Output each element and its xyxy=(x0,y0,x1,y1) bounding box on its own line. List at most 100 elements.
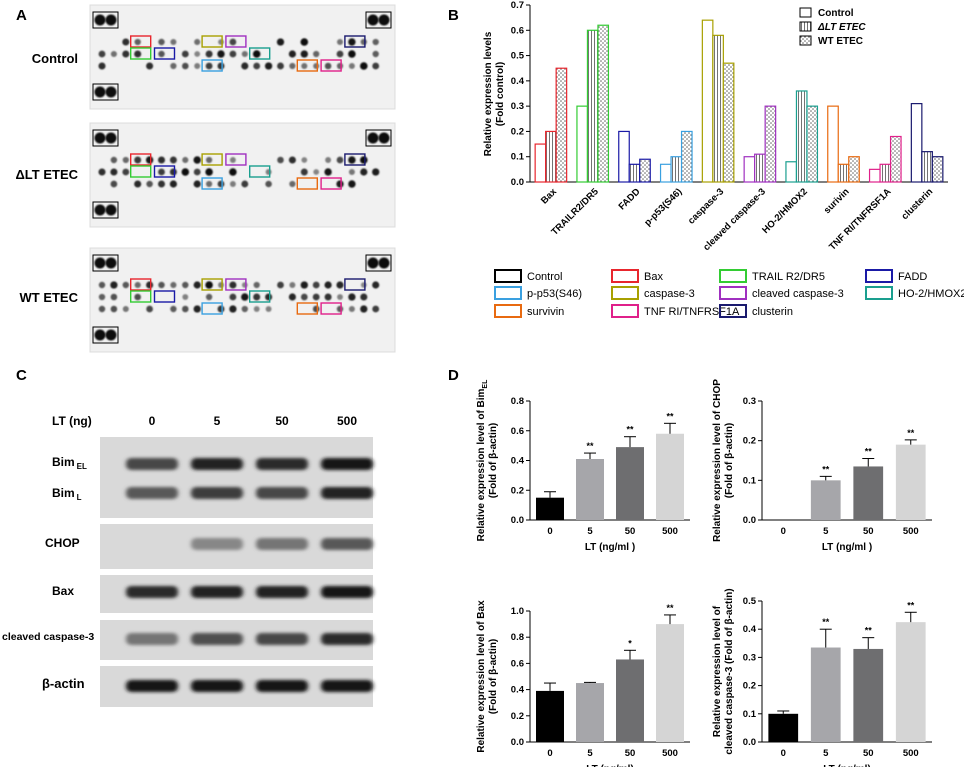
significance-mark: ** xyxy=(822,617,830,627)
array-spot xyxy=(348,168,355,176)
panel-label-c: C xyxy=(16,367,27,384)
spot-highlight-box xyxy=(201,59,223,72)
reference-spot xyxy=(94,257,106,269)
panel-a-arrays: Control ΔLT ETEC WT ETEC xyxy=(15,4,396,353)
array-spot xyxy=(169,156,177,164)
y-axis-label: Relative expression level of Bax xyxy=(476,600,487,753)
significance-mark: ** xyxy=(907,600,915,610)
x-tick-label: surivin xyxy=(822,186,852,216)
bar-p-p53-s46--0 xyxy=(659,163,672,183)
array-spot xyxy=(300,50,308,58)
bar-trailr2-dr5-2 xyxy=(597,24,610,183)
array-spot xyxy=(336,281,344,289)
y-tick-label: 0.0 xyxy=(511,177,524,188)
bar-ho-2-hmox2-2 xyxy=(806,105,819,183)
bar-fadd-0 xyxy=(618,130,630,183)
y-axis-label-2: (Fold of β-actin) xyxy=(488,423,499,499)
y-tick-label: 0.3 xyxy=(743,396,756,407)
blot-band xyxy=(191,586,243,598)
array-spot xyxy=(277,62,284,70)
key-swatch xyxy=(494,286,522,300)
y-axis-label-2: (Fold of β-actin) xyxy=(724,423,735,499)
blot-band xyxy=(191,458,243,470)
y-tick-label: 0.2 xyxy=(743,681,756,692)
array-spot xyxy=(276,38,285,46)
array-spot xyxy=(300,38,309,46)
reference-spot-box xyxy=(365,129,392,147)
spot-highlight-box xyxy=(129,35,152,48)
array-spot xyxy=(300,168,308,176)
spot-highlight-box xyxy=(344,35,366,48)
y-axis-label-2: (Fold of β-actin) xyxy=(488,639,499,715)
y-axis-title: Relative expression level of CHOP (Fold o… xyxy=(712,379,735,542)
array-spot xyxy=(360,293,368,301)
bar-ho-2-hmox2-1 xyxy=(795,90,808,183)
array-spot xyxy=(348,156,356,164)
reference-spot xyxy=(94,204,106,216)
bar-dose-0 xyxy=(536,690,564,742)
array-spot xyxy=(241,50,248,58)
bar-dose-50 xyxy=(853,466,884,520)
bar-p-p53-s46--2 xyxy=(680,130,693,183)
blot-strip-2 xyxy=(100,575,373,613)
bar-dose-500 xyxy=(656,433,684,520)
x-axis-label: LT (ng/ml) xyxy=(586,764,634,767)
x-tick-label: 50 xyxy=(863,526,874,537)
array-spot xyxy=(348,293,356,301)
array-spot xyxy=(372,38,379,46)
array-spot xyxy=(241,180,249,188)
array-spot xyxy=(372,50,379,58)
array-spot xyxy=(194,51,201,57)
bar-cleaved-caspase-3-1 xyxy=(754,153,766,183)
y-tick-label: 0.4 xyxy=(511,456,525,467)
array-spot xyxy=(241,305,248,313)
blot-label-bax: Bax xyxy=(52,584,74,598)
spot-highlight-box xyxy=(320,59,342,72)
x-tick-label: clusterin xyxy=(899,186,935,222)
array-spot xyxy=(241,282,248,288)
x-tick-label: 0 xyxy=(781,748,786,759)
significance-mark: ** xyxy=(586,441,594,451)
blot-band xyxy=(191,487,243,499)
x-axis-label: LT (ng/ml ) xyxy=(585,542,635,553)
y-tick-label: 0.8 xyxy=(511,632,524,643)
array-spot xyxy=(170,38,177,46)
significance-mark: ** xyxy=(865,626,873,636)
legend-label: ΔLT ETEC xyxy=(817,22,866,33)
y-tick-label: 0.2 xyxy=(511,126,524,137)
array-spot xyxy=(217,50,225,58)
bar-clusterin-0 xyxy=(910,103,923,183)
array-spot xyxy=(134,156,142,164)
bar-surivin-1 xyxy=(837,163,850,183)
legend-swatch xyxy=(799,7,812,18)
array-spot xyxy=(193,156,201,164)
key-swatch xyxy=(865,269,893,283)
y-tick-label: 0.0 xyxy=(743,737,756,748)
dose-label-0: 0 xyxy=(149,414,156,428)
array-spot xyxy=(170,62,177,70)
panel-label-d: D xyxy=(448,367,459,384)
array-spot xyxy=(158,168,165,176)
bar-trailr2-dr5-1 xyxy=(586,29,599,183)
y-tick-label: 0.1 xyxy=(743,709,757,720)
blot-band xyxy=(126,633,178,645)
array-spot xyxy=(336,156,344,164)
array-spot xyxy=(110,305,118,313)
array-row-label-wt: WT ETEC xyxy=(20,290,79,305)
array-spot xyxy=(217,305,225,313)
array-spot xyxy=(134,50,142,58)
blot-band xyxy=(256,458,308,470)
y-axis-title: Relative expression level of Bax (Fold of… xyxy=(476,600,499,753)
legend-swatch xyxy=(799,35,812,46)
reference-spot xyxy=(105,329,117,341)
bar-surivin-2 xyxy=(848,156,860,183)
array-row-label-dlt: ΔLT ETEC xyxy=(15,167,78,182)
array-spot xyxy=(289,180,296,188)
spot-highlight-box xyxy=(248,165,271,178)
dose-label-500: 500 xyxy=(337,414,357,428)
array-spot xyxy=(313,62,320,70)
array-spot xyxy=(360,305,368,313)
key-swatch xyxy=(611,304,639,318)
bar-cleaved-caspase-3-0 xyxy=(743,156,756,183)
bar-p-p53-s46--1 xyxy=(670,156,683,183)
